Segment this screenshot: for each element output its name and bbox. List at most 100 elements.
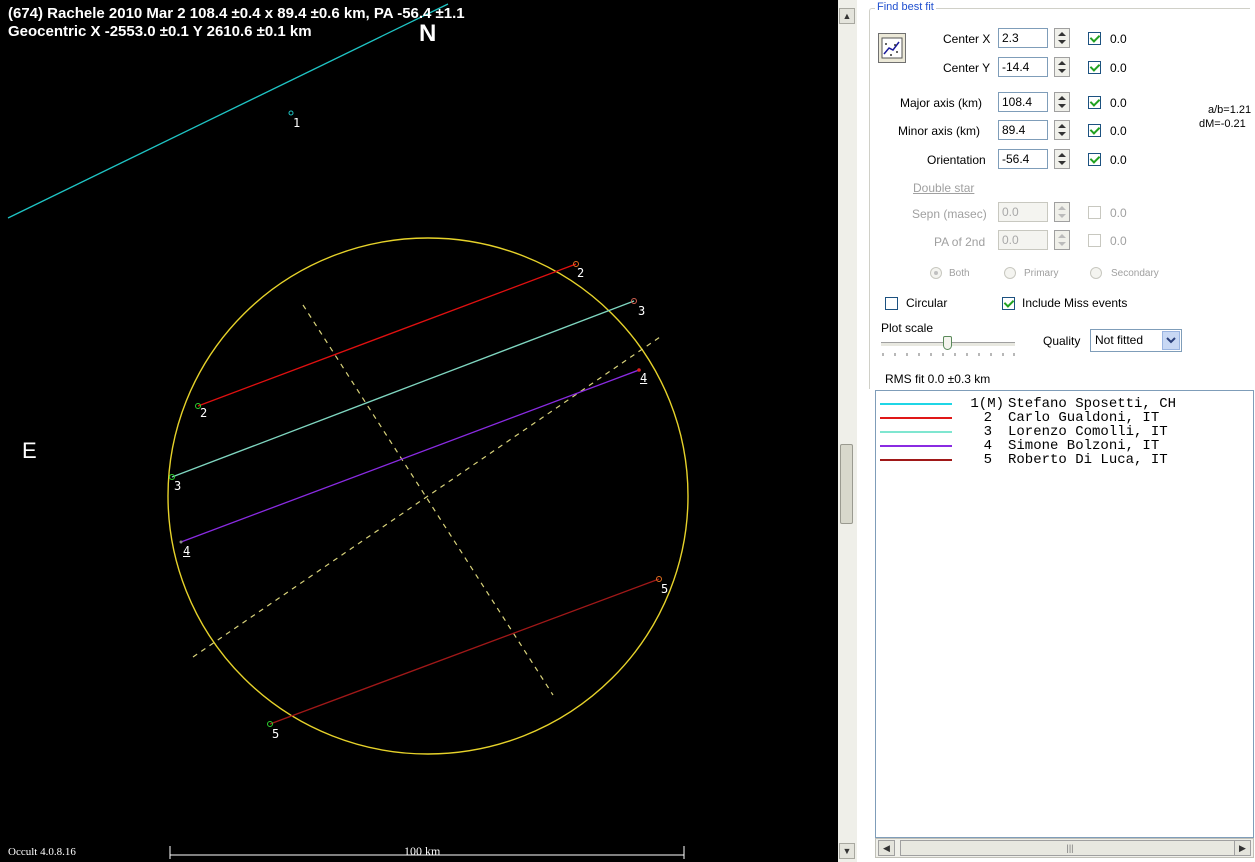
- occultation-plot[interactable]: (674) Rachele 2010 Mar 2 108.4 ±0.4 x 89…: [0, 0, 838, 862]
- fit-button[interactable]: [878, 33, 906, 63]
- scroll-thumb[interactable]: |||: [900, 840, 1240, 856]
- rms-fit-readout: RMS fit 0.0 ±0.3 km: [885, 372, 991, 386]
- center-y-check-value: 0.0: [1110, 61, 1127, 75]
- scroll-left-button[interactable]: ◀: [878, 840, 895, 856]
- sepn-checkbox[interactable]: [1088, 206, 1101, 219]
- legend-observer-name: Stefano Sposetti, CH: [1008, 396, 1177, 412]
- sepn-spinner[interactable]: [1054, 202, 1070, 222]
- chord-2-start-label: 2: [200, 406, 208, 420]
- legend-observer-name: Lorenzo Comolli, IT: [1008, 424, 1168, 440]
- chord-2-end-label: 2: [577, 266, 585, 280]
- radio-both-label: Both: [949, 268, 970, 279]
- chord-4: [180, 369, 640, 543]
- pa2-checkbox[interactable]: [1088, 234, 1101, 247]
- plot-title-line-1: (674) Rachele 2010 Mar 2 108.4 ±0.4 x 89…: [8, 5, 465, 22]
- include-miss-label: Include Miss events: [1022, 296, 1128, 310]
- major-axis-input[interactable]: 108.4: [998, 92, 1048, 112]
- major-axis-checkbox[interactable]: [1088, 96, 1101, 109]
- minor-axis-input[interactable]: 89.4: [998, 120, 1048, 140]
- legend-number: 5: [983, 452, 992, 468]
- east-label: E: [22, 438, 37, 463]
- quality-select[interactable]: Not fitted: [1090, 329, 1182, 352]
- legend-line-3: [880, 431, 952, 433]
- plot-canvas: [7, 3, 689, 859]
- orientation-input[interactable]: -56.4: [998, 149, 1048, 169]
- legend-row-2[interactable]: 2 Carlo Gualdoni, IT: [876, 411, 1246, 425]
- pa2-check-value: 0.0: [1110, 234, 1127, 248]
- orientation-spinner[interactable]: [1054, 149, 1070, 169]
- pa2-input[interactable]: 0.0: [998, 230, 1048, 250]
- circular-checkbox[interactable]: [885, 297, 898, 310]
- fit-chart-icon: [881, 37, 903, 59]
- legend-horizontal-scrollbar[interactable]: ◀ ||| ▶: [875, 838, 1254, 858]
- center-y-checkbox[interactable]: [1088, 61, 1101, 74]
- chord-2: [197, 263, 577, 407]
- legend-row-3[interactable]: 3 Lorenzo Comolli, IT: [876, 425, 1246, 439]
- dm-readout: dM=-0.21: [1199, 118, 1246, 130]
- plot-scale-label: Plot scale: [881, 321, 934, 335]
- legend-observer-name: Simone Bolzoni, IT: [1008, 438, 1160, 454]
- scroll-right-button[interactable]: ▶: [1234, 840, 1251, 856]
- center-y-spinner[interactable]: [1054, 57, 1070, 77]
- legend-row-1[interactable]: 1(M) Stefano Sposetti, CH: [876, 397, 1246, 411]
- pa2-label: PA of 2nd: [934, 235, 986, 249]
- center-x-checkbox[interactable]: [1088, 32, 1101, 45]
- legend-line-2: [880, 417, 952, 419]
- legend-row-5[interactable]: 5 Roberto Di Luca, IT: [876, 453, 1246, 467]
- radio-secondary-label: Secondary: [1111, 268, 1159, 279]
- major-axis-label: Major axis (km): [900, 96, 983, 110]
- center-x-check-value: 0.0: [1110, 32, 1127, 46]
- major-axis-spinner[interactable]: [1054, 92, 1070, 112]
- center-y-label: Center Y: [943, 61, 991, 75]
- north-label: N: [419, 20, 437, 47]
- chord-5-start-label: 5: [272, 727, 280, 741]
- legend-observer-name: Carlo Gualdoni, IT: [1008, 410, 1160, 426]
- sepn-input[interactable]: 0.0: [998, 202, 1048, 222]
- legend-number: 1(M): [970, 396, 1004, 412]
- radio-both[interactable]: [930, 267, 942, 279]
- sepn-label: Sepn (masec): [912, 207, 987, 221]
- center-x-label: Center X: [943, 32, 991, 46]
- chord-3-start-label: 3: [174, 479, 182, 493]
- center-x-spinner[interactable]: [1054, 28, 1070, 48]
- minor-axis-checkbox[interactable]: [1088, 124, 1101, 137]
- scroll-down-button[interactable]: ▼: [839, 843, 855, 859]
- scale-label: 100 km: [404, 844, 441, 858]
- radio-primary-label: Primary: [1024, 268, 1059, 279]
- minor-axis-spinner[interactable]: [1054, 120, 1070, 140]
- double-star-heading: Double star: [913, 181, 975, 195]
- chord-4-end-label: 4: [640, 371, 648, 385]
- scroll-thumb[interactable]: [840, 444, 853, 524]
- find-best-fit-title: Find best fit: [875, 1, 936, 13]
- legend-line-1: [880, 403, 952, 405]
- legend-number: 2: [983, 410, 992, 426]
- chord-3: [171, 300, 635, 478]
- chord-5: [269, 578, 660, 725]
- slider-thumb[interactable]: [943, 336, 952, 350]
- orientation-checkbox[interactable]: [1088, 153, 1101, 166]
- chord-endpoint-markers: [169, 110, 662, 727]
- scroll-up-button[interactable]: ▲: [839, 8, 855, 24]
- major-axis-line: [302, 304, 554, 696]
- center-y-input[interactable]: -14.4: [998, 57, 1048, 77]
- observer-legend: 1(M) Stefano Sposetti, CH 2 Carlo Gualdo…: [875, 390, 1254, 838]
- chord-5-end-label: 5: [661, 582, 669, 596]
- chord-1: [7, 3, 449, 219]
- quality-dropdown-button[interactable]: [1162, 331, 1180, 350]
- pa2-spinner[interactable]: [1054, 230, 1070, 250]
- fitted-ellipse: [167, 237, 689, 755]
- center-x-input[interactable]: 2.3: [998, 28, 1048, 48]
- legend-line-4: [880, 445, 952, 447]
- chord-4-start-label: 4: [183, 544, 191, 558]
- ab-ratio-readout: a/b=1.21: [1208, 104, 1252, 116]
- minor-axis-label: Minor axis (km): [898, 124, 981, 138]
- include-miss-checkbox[interactable]: [1002, 297, 1015, 310]
- plot-scale-slider[interactable]: [881, 336, 1017, 362]
- radio-secondary[interactable]: [1090, 267, 1102, 279]
- find-best-fit-group: [869, 8, 1250, 389]
- plot-vertical-scrollbar[interactable]: ▲ ▼: [838, 0, 857, 862]
- legend-row-4[interactable]: 4 Simone Bolzoni, IT: [876, 439, 1246, 453]
- radio-primary[interactable]: [1004, 267, 1016, 279]
- sepn-check-value: 0.0: [1110, 206, 1127, 220]
- orientation-label: Orientation: [927, 153, 986, 167]
